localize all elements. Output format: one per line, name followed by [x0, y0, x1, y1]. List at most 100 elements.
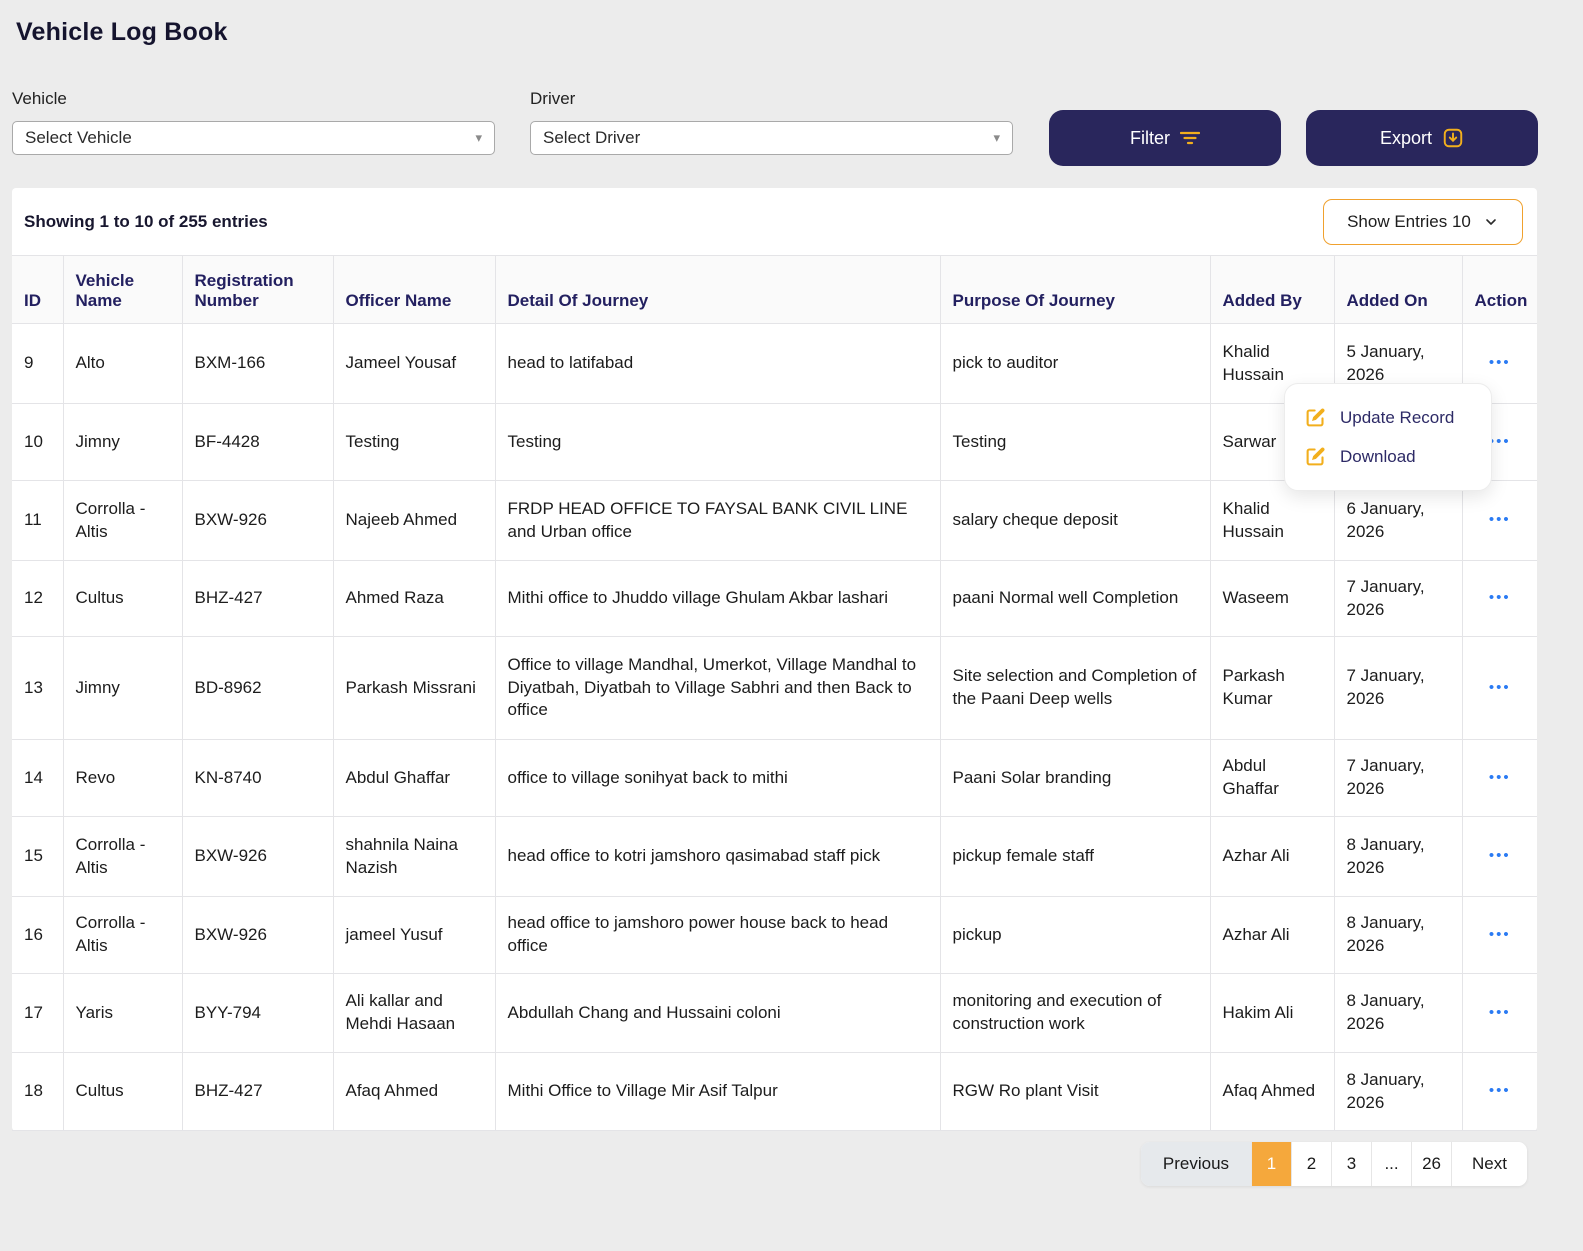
- pagination-next-button[interactable]: Next: [1452, 1142, 1527, 1186]
- column-header-detail-of-journey: Detail Of Journey: [495, 256, 940, 324]
- filters-row: Vehicle Select Vehicle ▾ Driver Select D…: [12, 89, 1537, 155]
- cell-added-on: 8 January, 2026: [1334, 1053, 1462, 1131]
- cell-action: •••: [1462, 561, 1537, 637]
- export-button[interactable]: Export: [1306, 110, 1538, 166]
- vehicle-select-value: Select Vehicle: [25, 128, 132, 148]
- row-actions-ellipsis-button[interactable]: •••: [1475, 846, 1526, 866]
- page: Vehicle Log Book Vehicle Select Vehicle …: [0, 0, 1583, 1251]
- cell-action: •••: [1462, 637, 1537, 740]
- cell-reg: KN-8740: [182, 740, 333, 817]
- filter-icon: [1180, 130, 1200, 146]
- column-header-registration-number: Registration Number: [182, 256, 333, 324]
- cell-purpose: Paani Solar branding: [940, 740, 1210, 817]
- cell-added-by: Waseem: [1210, 561, 1334, 637]
- cell-id: 15: [12, 817, 63, 897]
- column-header-action: Action: [1462, 256, 1537, 324]
- driver-label: Driver: [530, 89, 1013, 109]
- cell-added-on: 7 January, 2026: [1334, 637, 1462, 740]
- cell-id: 16: [12, 897, 63, 974]
- download-icon: [1442, 127, 1464, 149]
- cell-reg: BXW-926: [182, 817, 333, 897]
- menu-item-update-record[interactable]: Update Record: [1285, 398, 1491, 437]
- cell-id: 11: [12, 481, 63, 561]
- chevron-down-icon: [1483, 214, 1499, 230]
- action-buttons: Filter Export: [1049, 110, 1538, 166]
- cell-vehicle: Revo: [63, 740, 182, 817]
- cell-vehicle: Corrolla - Altis: [63, 481, 182, 561]
- vehicle-select[interactable]: Select Vehicle ▾: [12, 121, 495, 155]
- pagination-page-26[interactable]: 26: [1412, 1142, 1452, 1186]
- vehicle-filter-group: Vehicle Select Vehicle ▾: [12, 89, 495, 155]
- cell-action: •••: [1462, 481, 1537, 561]
- table-row: 12CultusBHZ-427Ahmed RazaMithi office to…: [12, 561, 1537, 637]
- cell-added-on: 8 January, 2026: [1334, 817, 1462, 897]
- row-actions-ellipsis-button[interactable]: •••: [1475, 353, 1526, 373]
- cell-action: •••: [1462, 740, 1537, 817]
- cell-added-by: Khalid Hussain: [1210, 481, 1334, 561]
- edit-icon: [1305, 446, 1326, 467]
- cell-added-on: 6 January, 2026: [1334, 481, 1462, 561]
- cell-detail: office to village sonihyat back to mithi: [495, 740, 940, 817]
- filter-button[interactable]: Filter: [1049, 110, 1281, 166]
- row-actions-ellipsis-button[interactable]: •••: [1475, 768, 1526, 788]
- cell-id: 9: [12, 324, 63, 404]
- driver-filter-group: Driver Select Driver ▾: [530, 89, 1013, 155]
- table-row: 15Corrolla - AltisBXW-926shahnila Naina …: [12, 817, 1537, 897]
- cell-officer: Jameel Yousaf: [333, 324, 495, 404]
- cell-officer: Ali kallar and Mehdi Hasaan: [333, 974, 495, 1053]
- cell-added-by: Parkash Kumar: [1210, 637, 1334, 740]
- entries-summary: Showing 1 to 10 of 255 entries: [24, 212, 268, 232]
- pagination-page-3[interactable]: 3: [1332, 1142, 1372, 1186]
- cell-officer: Najeeb Ahmed: [333, 481, 495, 561]
- column-header-id: ID: [12, 256, 63, 324]
- row-actions-ellipsis-button[interactable]: •••: [1475, 678, 1526, 698]
- cell-vehicle: Cultus: [63, 1053, 182, 1131]
- pagination-page-2[interactable]: 2: [1292, 1142, 1332, 1186]
- cell-detail: Office to village Mandhal, Umerkot, Vill…: [495, 637, 940, 740]
- cell-id: 14: [12, 740, 63, 817]
- cell-reg: BXW-926: [182, 481, 333, 561]
- cell-officer: Testing: [333, 404, 495, 481]
- cell-id: 10: [12, 404, 63, 481]
- cell-detail: Mithi Office to Village Mir Asif Talpur: [495, 1053, 940, 1131]
- cell-action: •••: [1462, 1053, 1537, 1131]
- pagination-page-1[interactable]: 1: [1252, 1142, 1292, 1186]
- cell-purpose: RGW Ro plant Visit: [940, 1053, 1210, 1131]
- cell-officer: Afaq Ahmed: [333, 1053, 495, 1131]
- cell-added-by: Afaq Ahmed: [1210, 1053, 1334, 1131]
- cell-reg: BHZ-427: [182, 561, 333, 637]
- row-actions-ellipsis-button[interactable]: •••: [1475, 588, 1526, 608]
- cell-officer: shahnila Naina Nazish: [333, 817, 495, 897]
- entries-bar: Showing 1 to 10 of 255 entries Show Entr…: [12, 188, 1537, 255]
- pagination-page-[interactable]: ...: [1372, 1142, 1412, 1186]
- pagination-row: Previous123...26Next: [12, 1142, 1537, 1186]
- cell-added-by: Azhar Ali: [1210, 897, 1334, 974]
- export-button-label: Export: [1380, 128, 1432, 149]
- cell-id: 18: [12, 1053, 63, 1131]
- cell-vehicle: Jimny: [63, 637, 182, 740]
- driver-select[interactable]: Select Driver ▾: [530, 121, 1013, 155]
- cell-added-by: Abdul Ghaffar: [1210, 740, 1334, 817]
- table-header-row: IDVehicle NameRegistration NumberOfficer…: [12, 256, 1537, 324]
- row-actions-ellipsis-button[interactable]: •••: [1475, 1003, 1526, 1023]
- cell-purpose: salary cheque deposit: [940, 481, 1210, 561]
- row-actions-ellipsis-button[interactable]: •••: [1475, 510, 1526, 530]
- cell-vehicle: Corrolla - Altis: [63, 897, 182, 974]
- driver-select-value: Select Driver: [543, 128, 640, 148]
- pagination-previous-button[interactable]: Previous: [1141, 1142, 1252, 1186]
- cell-purpose: paani Normal well Completion: [940, 561, 1210, 637]
- show-entries-select[interactable]: Show Entries 10: [1323, 199, 1523, 245]
- row-actions-ellipsis-button[interactable]: •••: [1475, 1081, 1526, 1101]
- row-actions-ellipsis-button[interactable]: •••: [1475, 925, 1526, 945]
- cell-purpose: monitoring and execution of construction…: [940, 974, 1210, 1053]
- menu-item-download[interactable]: Download: [1285, 437, 1491, 476]
- cell-added-by: Hakim Ali: [1210, 974, 1334, 1053]
- column-header-purpose-of-journey: Purpose Of Journey: [940, 256, 1210, 324]
- table-row: 17YarisBYY-794Ali kallar and Mehdi Hasaa…: [12, 974, 1537, 1053]
- cell-vehicle: Jimny: [63, 404, 182, 481]
- cell-reg: BYY-794: [182, 974, 333, 1053]
- edit-icon: [1305, 407, 1326, 428]
- pagination: Previous123...26Next: [1141, 1142, 1527, 1186]
- row-action-menu: Update Record Download: [1284, 383, 1492, 491]
- cell-detail: Testing: [495, 404, 940, 481]
